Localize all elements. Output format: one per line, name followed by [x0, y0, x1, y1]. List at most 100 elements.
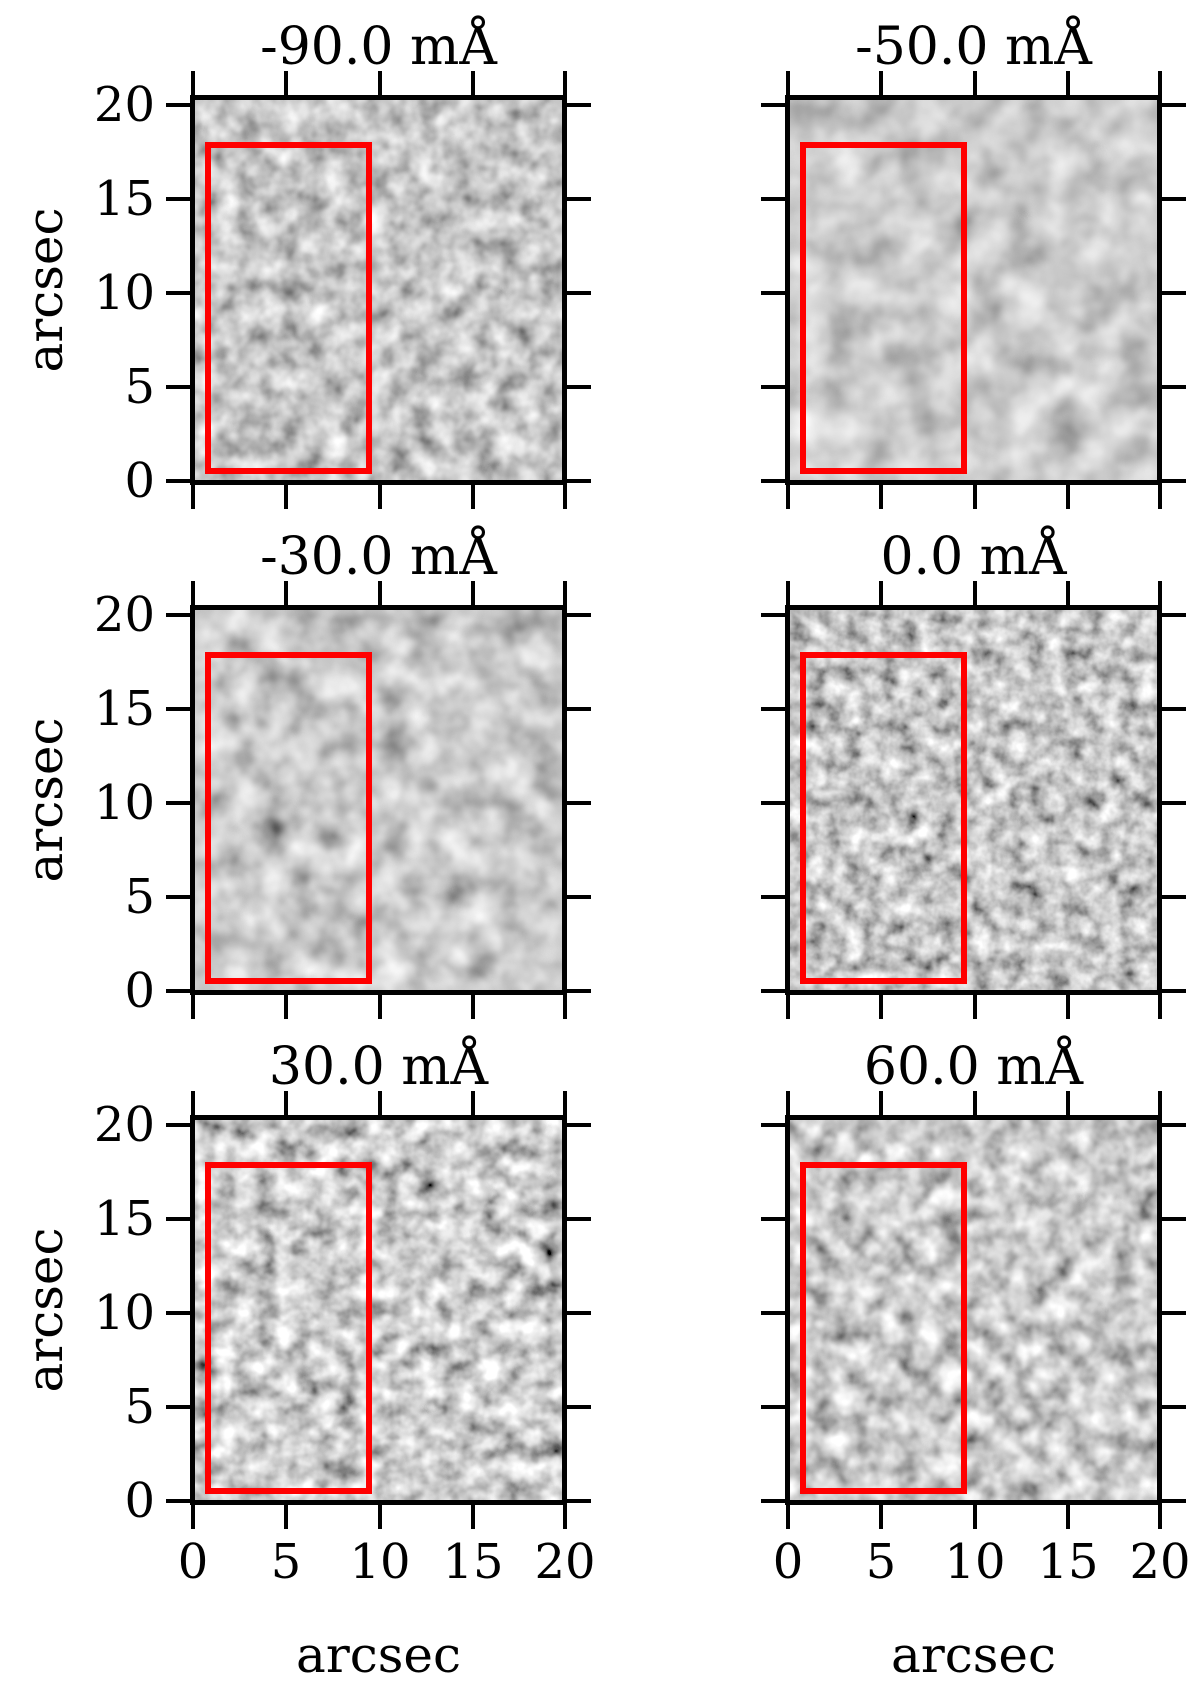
tick-mark: [786, 1091, 790, 1115]
tick-mark: [378, 1505, 382, 1529]
roi-rectangle: [800, 142, 967, 474]
tick-mark: [284, 71, 288, 95]
granulation-image: [790, 100, 1157, 480]
y-tick-label: 0: [124, 1473, 155, 1529]
tick-mark: [284, 485, 288, 509]
tick-mark: [1162, 1499, 1186, 1503]
tick-mark: [563, 995, 567, 1019]
tick-mark: [761, 707, 785, 711]
roi-rectangle: [205, 1162, 372, 1494]
tick-mark: [761, 1123, 785, 1127]
x-tick-label: 15: [1037, 1534, 1099, 1590]
tick-mark: [1158, 581, 1162, 605]
tick-mark: [973, 71, 977, 95]
granulation-image: [195, 1120, 562, 1500]
tick-mark: [761, 1217, 785, 1221]
x-tick-label: 5: [865, 1534, 897, 1590]
tick-mark: [1066, 581, 1070, 605]
tick-mark: [284, 581, 288, 605]
tick-mark: [1162, 197, 1186, 201]
plot-area: [790, 1120, 1157, 1500]
plot-area: [790, 100, 1157, 480]
tick-mark: [378, 581, 382, 605]
panel-title: 30.0 mÅ: [268, 1037, 489, 1097]
tick-mark: [284, 995, 288, 1019]
tick-mark: [567, 989, 591, 993]
y-tick-label: 20: [93, 1097, 155, 1153]
tick-mark: [786, 581, 790, 605]
tick-mark: [166, 1405, 190, 1409]
plot-frame: [190, 605, 567, 995]
tick-mark: [1066, 485, 1070, 509]
roi-rectangle: [800, 652, 967, 984]
panel-title: -90.0 mÅ: [260, 17, 497, 77]
tick-mark: [761, 103, 785, 107]
y-axis-label: arcsec: [16, 717, 74, 883]
tick-mark: [786, 995, 790, 1019]
tick-mark: [879, 485, 883, 509]
panel: 60.0 mÅ 0 5 10 15 20 arcsec: [761, 1037, 1191, 1683]
tick-mark: [166, 103, 190, 107]
y-tick-label: 5: [124, 869, 155, 925]
tick-mark: [567, 613, 591, 617]
tick-mark: [191, 1505, 195, 1529]
tick-mark: [786, 71, 790, 95]
tick-mark: [166, 895, 190, 899]
tick-mark: [567, 1217, 591, 1221]
tick-mark: [1066, 995, 1070, 1019]
y-axis-label: arcsec: [16, 207, 74, 373]
panel-title: -30.0 mÅ: [260, 527, 497, 587]
x-axis-label: arcsec: [891, 1626, 1056, 1683]
x-tick-label: 10: [944, 1534, 1006, 1590]
tick-mark: [973, 1091, 977, 1115]
tick-mark: [471, 1505, 475, 1529]
tick-mark: [1158, 1505, 1162, 1529]
tick-mark: [563, 485, 567, 509]
tick-mark: [761, 801, 785, 805]
tick-mark: [563, 581, 567, 605]
panel: -90.0 mÅ 0 5 10 15 20 arcsec: [16, 17, 591, 509]
x-tick-label: 15: [442, 1534, 504, 1590]
tick-mark: [1162, 1311, 1186, 1315]
tick-mark: [761, 895, 785, 899]
tick-mark: [1158, 485, 1162, 509]
granulation-image: [195, 610, 562, 990]
tick-mark: [567, 1311, 591, 1315]
y-tick-label: 0: [124, 453, 155, 509]
tick-mark: [166, 801, 190, 805]
tick-mark: [166, 707, 190, 711]
tick-mark: [166, 1217, 190, 1221]
tick-mark: [166, 1311, 190, 1315]
tick-mark: [563, 1091, 567, 1115]
tick-mark: [879, 1091, 883, 1115]
tick-mark: [1066, 71, 1070, 95]
tick-mark: [191, 1091, 195, 1115]
tick-mark: [191, 485, 195, 509]
y-tick-label: 20: [93, 587, 155, 643]
y-tick-label: 15: [93, 171, 155, 227]
tick-mark: [1066, 1505, 1070, 1529]
tick-mark: [1162, 1217, 1186, 1221]
plot-frame: [785, 1115, 1162, 1505]
tick-mark: [1158, 1091, 1162, 1115]
tick-mark: [166, 1123, 190, 1127]
tick-mark: [879, 581, 883, 605]
tick-mark: [166, 613, 190, 617]
tick-mark: [378, 995, 382, 1019]
tick-mark: [761, 385, 785, 389]
tick-mark: [786, 485, 790, 509]
tick-mark: [973, 581, 977, 605]
x-axis-label: arcsec: [296, 1626, 461, 1683]
tick-mark: [567, 1123, 591, 1127]
tick-mark: [567, 103, 591, 107]
granulation-image: [790, 1120, 1157, 1500]
tick-mark: [1162, 613, 1186, 617]
y-tick-label: 10: [93, 1285, 155, 1341]
tick-mark: [567, 479, 591, 483]
tick-mark: [761, 291, 785, 295]
tick-mark: [1162, 895, 1186, 899]
x-tick-label: 0: [772, 1534, 804, 1590]
tick-mark: [166, 385, 190, 389]
plot-frame: [190, 1115, 567, 1505]
